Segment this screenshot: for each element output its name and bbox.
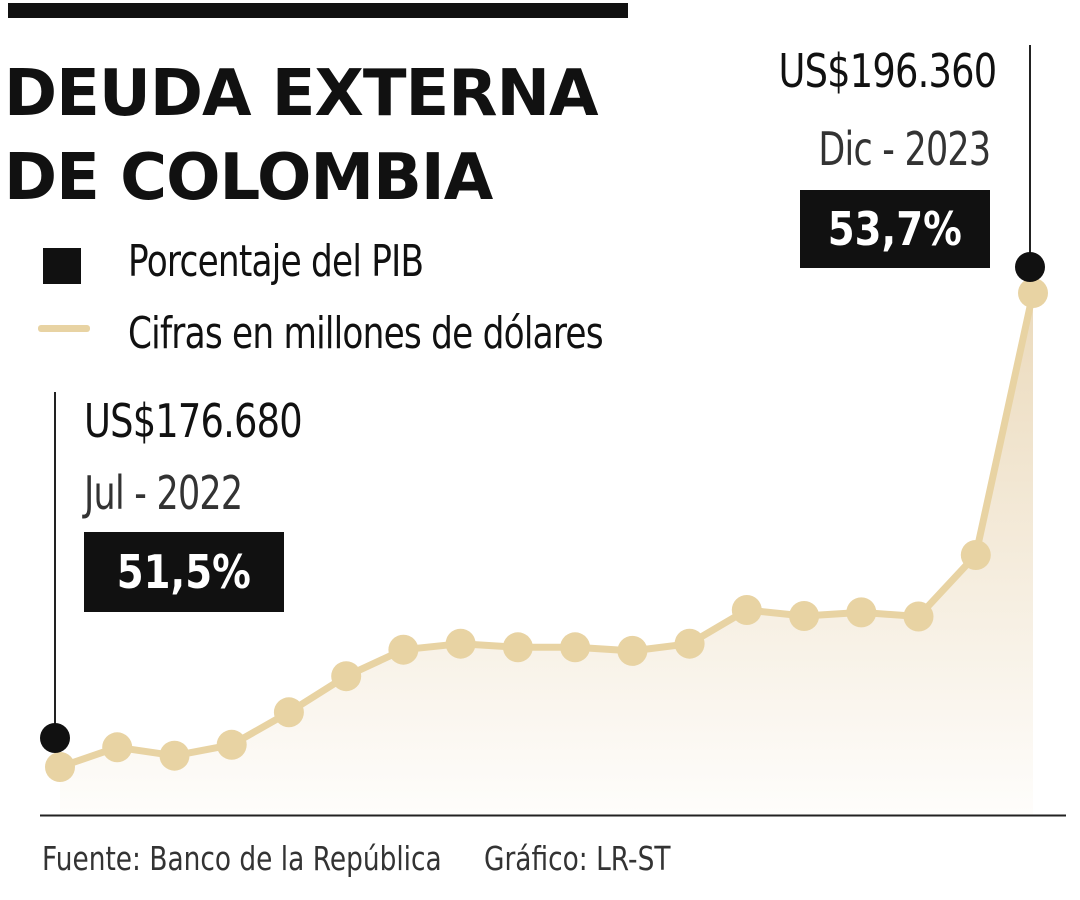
series-area-fill [60, 293, 1033, 815]
legend-swatch-cifras [38, 325, 90, 332]
data-point-12 [731, 595, 762, 625]
data-point-5 [331, 661, 362, 692]
data-point-9 [560, 632, 591, 663]
annotation-end-pct-text: 53,7% [827, 202, 963, 256]
annotation-start-amount: US$176.680 [84, 394, 303, 448]
chart-title-line-1: DEUDA EXTERNA [4, 57, 599, 131]
legend-swatch-pib [43, 248, 81, 284]
data-point-0 [45, 752, 75, 782]
data-point-2 [159, 740, 190, 771]
data-point-15 [903, 601, 934, 632]
data-point-6 [388, 634, 419, 665]
legend-label-cifras: Cifras en millones de dólares [128, 308, 604, 359]
data-point-11 [674, 628, 705, 659]
data-point-7 [445, 628, 476, 659]
annotation-start-pct-text: 51,5% [116, 545, 252, 599]
data-point-1 [102, 732, 133, 763]
data-point-10 [617, 635, 648, 666]
pib-marker-end [1015, 252, 1045, 282]
data-point-4 [273, 697, 304, 728]
chart-title-line-2: DE COLOMBIA [4, 141, 493, 215]
data-point-8 [502, 632, 533, 663]
data-point-17 [1018, 278, 1048, 308]
pib-marker-start [40, 723, 70, 753]
annotation-end-date: Dic - 2023 [817, 122, 991, 176]
footer-source: Fuente: Banco de la República [42, 839, 442, 878]
data-point-16 [960, 540, 991, 570]
legend-label-pib: Porcentaje del PIB [128, 236, 424, 287]
title-top-rule [8, 3, 628, 18]
annotation-end-amount: US$196.360 [778, 44, 997, 98]
annotation-start-pct: 51,5% [84, 532, 284, 612]
data-point-14 [846, 597, 877, 628]
annotation-end-pct: 53,7% [800, 190, 990, 268]
data-point-3 [216, 729, 247, 760]
data-point-13 [789, 601, 820, 631]
annotation-start-date: Jul - 2022 [84, 466, 243, 520]
footer-credit: Gráfico: LR-ST [484, 839, 671, 878]
